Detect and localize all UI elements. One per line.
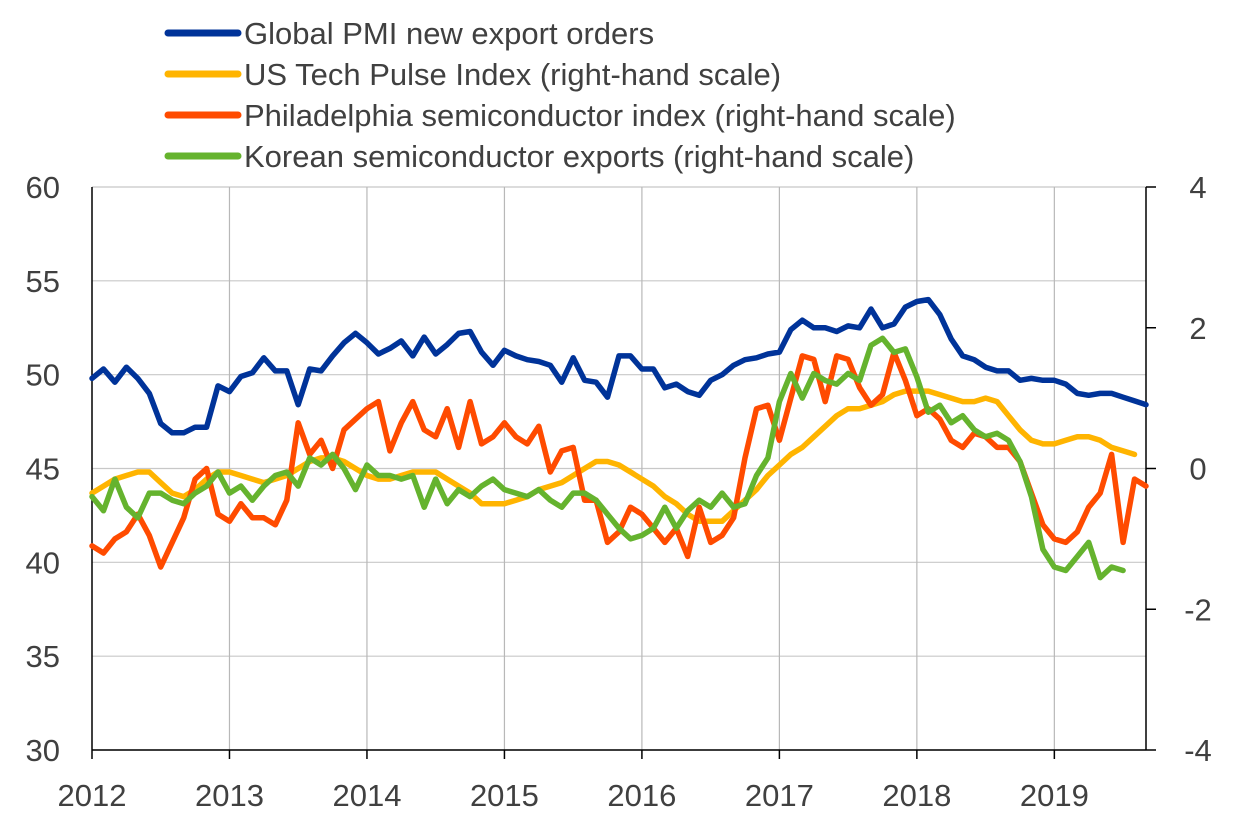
x-tick-2015: 2015	[470, 778, 539, 813]
x-tick-2013: 2013	[195, 778, 264, 813]
x-tick-2014: 2014	[332, 778, 401, 813]
y-right-tick-2: 2	[1189, 311, 1206, 346]
series-line-3	[89, 349, 1149, 570]
y-left-tick-50: 50	[26, 358, 60, 393]
x-tick-2018: 2018	[882, 778, 951, 813]
y-left-tick-60: 60	[26, 170, 60, 205]
y-left-tick-45: 45	[26, 452, 60, 487]
y-left-tick-30: 30	[26, 733, 60, 768]
y-left-tick-35: 35	[26, 639, 60, 674]
x-tick-2012: 2012	[58, 778, 127, 813]
gridlines	[92, 186, 1146, 751]
series-line-1	[89, 296, 1149, 436]
y-left-tick-40: 40	[26, 545, 60, 580]
x-tick-2016: 2016	[607, 778, 676, 813]
y-right-tick--4: -4	[1184, 733, 1212, 768]
legend: Global PMI new export orders US Tech Puls…	[164, 16, 956, 174]
legend-label-1: Global PMI new export orders	[244, 16, 654, 51]
y-left-tick-55: 55	[26, 264, 60, 299]
y-right-tick--2: -2	[1184, 592, 1212, 627]
y-right-tick-0: 0	[1189, 452, 1206, 487]
series-line-2	[89, 388, 1138, 525]
legend-label-3: Philadelphia semiconductor index (right-…	[244, 98, 956, 133]
tick-labels: 30 35 40 45 50 55 60 -4 -2 0 2 4 2012 2013 2014 2015 201…	[26, 170, 1212, 813]
series-line-4	[89, 335, 1126, 581]
series-lines	[89, 296, 1149, 581]
legend-label-2: US Tech Pulse Index (right-hand scale)	[244, 57, 781, 92]
y-right-tick-4: 4	[1189, 170, 1206, 205]
x-tick-2019: 2019	[1020, 778, 1089, 813]
axes	[91, 186, 1156, 759]
legend-label-4: Korean semiconductor exports (right-hand…	[244, 139, 914, 174]
x-tick-2017: 2017	[745, 778, 814, 813]
